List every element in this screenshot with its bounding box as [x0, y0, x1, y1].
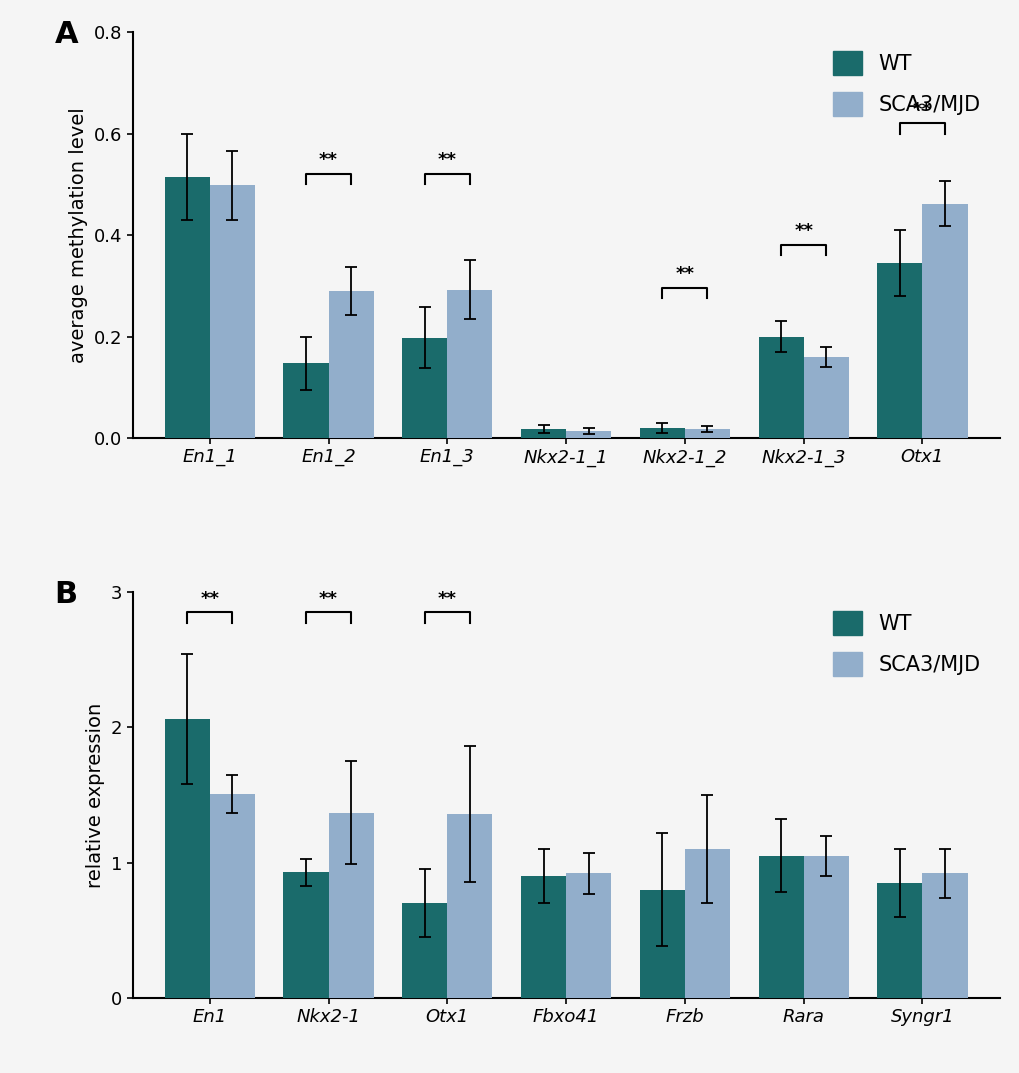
- Text: **: **: [437, 589, 457, 607]
- Bar: [803, 856, 848, 998]
- Text: B: B: [55, 580, 77, 609]
- Text: **: **: [319, 589, 337, 607]
- Bar: [164, 719, 210, 998]
- Text: **: **: [319, 151, 337, 170]
- Bar: [684, 849, 730, 998]
- Bar: [210, 186, 255, 438]
- Bar: [876, 883, 921, 998]
- Bar: [401, 338, 447, 438]
- Bar: [758, 337, 803, 438]
- Y-axis label: average methylation level: average methylation level: [69, 107, 88, 363]
- Text: **: **: [675, 265, 694, 283]
- Bar: [447, 814, 492, 998]
- Legend: WT, SCA3/MJD: WT, SCA3/MJD: [823, 603, 988, 684]
- Text: A: A: [55, 20, 78, 49]
- Bar: [401, 903, 447, 998]
- Y-axis label: relative expression: relative expression: [86, 703, 105, 887]
- Bar: [921, 873, 967, 998]
- Text: **: **: [437, 151, 457, 170]
- Bar: [283, 364, 328, 438]
- Bar: [566, 431, 610, 438]
- Bar: [164, 177, 210, 438]
- Bar: [803, 357, 848, 438]
- Bar: [328, 812, 373, 998]
- Bar: [283, 872, 328, 998]
- Bar: [447, 290, 492, 438]
- Bar: [684, 429, 730, 438]
- Bar: [921, 204, 967, 438]
- Legend: WT, SCA3/MJD: WT, SCA3/MJD: [823, 43, 988, 124]
- Text: **: **: [200, 589, 219, 607]
- Bar: [521, 429, 566, 438]
- Bar: [758, 856, 803, 998]
- Text: **: **: [794, 222, 812, 240]
- Bar: [521, 877, 566, 998]
- Bar: [639, 890, 684, 998]
- Bar: [328, 291, 373, 438]
- Bar: [639, 428, 684, 438]
- Bar: [566, 873, 610, 998]
- Text: **: **: [912, 101, 931, 119]
- Bar: [210, 794, 255, 998]
- Bar: [876, 263, 921, 438]
